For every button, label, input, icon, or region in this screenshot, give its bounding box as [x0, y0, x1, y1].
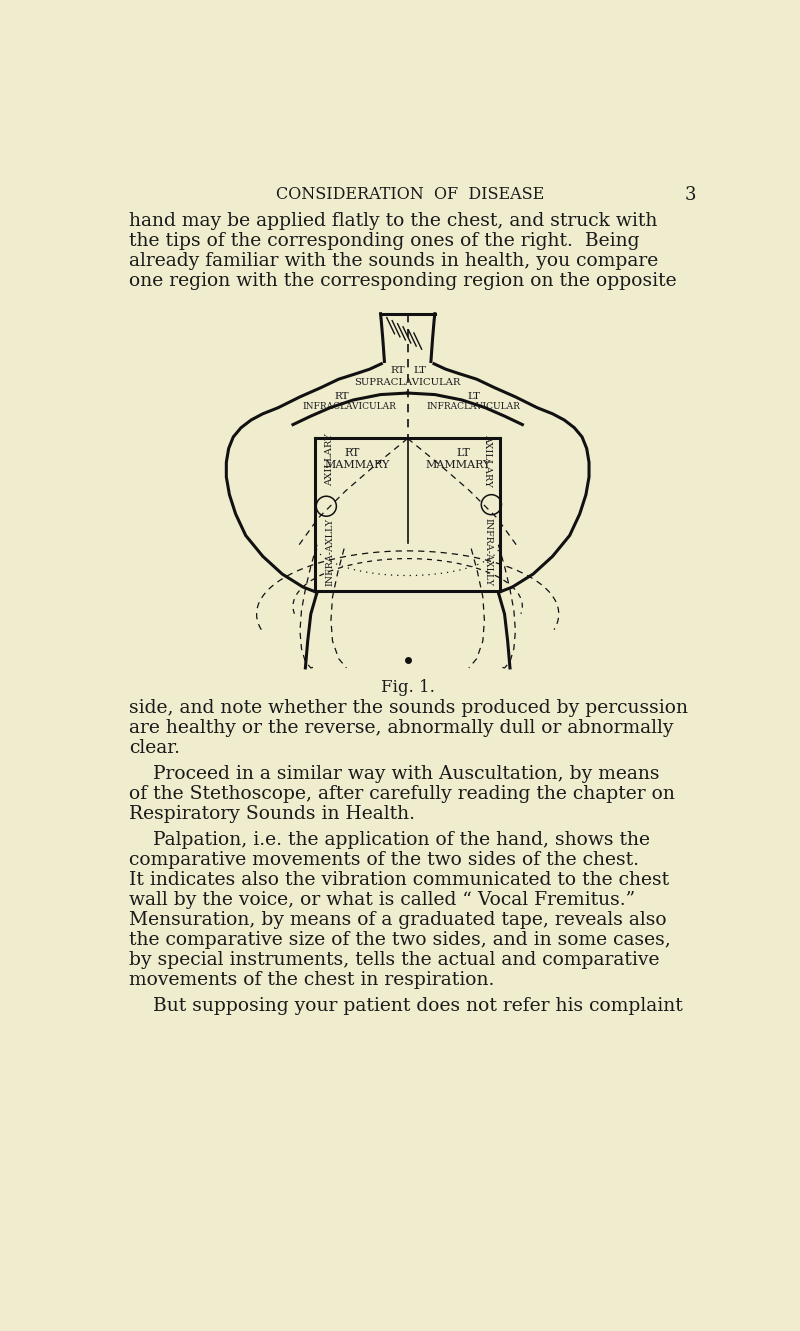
Text: clear.: clear. — [130, 739, 181, 757]
Text: by special instruments, tells the actual and comparative: by special instruments, tells the actual… — [130, 952, 660, 969]
Text: But supposing your patient does not refer his complaint: But supposing your patient does not refe… — [130, 997, 683, 1016]
Text: hand may be applied flatly to the chest, and struck with: hand may be applied flatly to the chest,… — [130, 212, 658, 230]
Text: AXILLARY: AXILLARY — [326, 434, 334, 486]
Text: the tips of the corresponding ones of the right.  Being: the tips of the corresponding ones of th… — [130, 232, 640, 250]
Text: It indicates also the vibration communicated to the chest: It indicates also the vibration communic… — [130, 872, 670, 889]
Text: CONSIDERATION  OF  DISEASE: CONSIDERATION OF DISEASE — [276, 186, 544, 202]
Text: one region with the corresponding region on the opposite: one region with the corresponding region… — [130, 272, 677, 290]
Text: SUPRACLAVICULAR: SUPRACLAVICULAR — [354, 378, 461, 386]
Text: INFRACLAVICULAR: INFRACLAVICULAR — [302, 402, 397, 411]
Text: LT: LT — [467, 393, 480, 401]
Text: LT: LT — [414, 366, 427, 375]
Text: Mensuration, by means of a graduated tape, reveals also: Mensuration, by means of a graduated tap… — [130, 912, 667, 929]
Text: INFRACLAVICULAR: INFRACLAVICULAR — [426, 402, 521, 411]
Text: Fig. 1.: Fig. 1. — [381, 679, 434, 696]
Text: comparative movements of the two sides of the chest.: comparative movements of the two sides o… — [130, 852, 639, 869]
Text: Palpation, i.e. the application of the hand, shows the: Palpation, i.e. the application of the h… — [130, 831, 650, 849]
Text: Respiratory Sounds in Health.: Respiratory Sounds in Health. — [130, 805, 415, 823]
Text: RT: RT — [334, 393, 349, 401]
Text: RT: RT — [390, 366, 406, 375]
Text: Proceed in a similar way with Auscultation, by means: Proceed in a similar way with Auscultati… — [130, 765, 660, 783]
Text: wall by the voice, or what is called “ Vocal Fremitus.”: wall by the voice, or what is called “ V… — [130, 892, 635, 909]
Text: LT: LT — [457, 449, 470, 458]
Text: MAMMARY: MAMMARY — [426, 461, 490, 470]
Text: side, and note whether the sounds produced by percussion: side, and note whether the sounds produc… — [130, 699, 689, 716]
Text: of the Stethoscope, after carefully reading the chapter on: of the Stethoscope, after carefully read… — [130, 785, 675, 803]
Text: the comparative size of the two sides, and in some cases,: the comparative size of the two sides, a… — [130, 932, 671, 949]
Text: INFRA-AXLLY: INFRA-AXLLY — [326, 518, 334, 587]
Text: movements of the chest in respiration.: movements of the chest in respiration. — [130, 972, 495, 989]
Text: INFRA-AXLLY: INFRA-AXLLY — [483, 518, 492, 587]
Text: RT: RT — [344, 449, 359, 458]
Text: MAMMARY: MAMMARY — [325, 461, 390, 470]
Text: already familiar with the sounds in health, you compare: already familiar with the sounds in heal… — [130, 252, 658, 270]
Text: AXILLARY: AXILLARY — [483, 434, 492, 486]
Text: are healthy or the reverse, abnormally dull or abnormally: are healthy or the reverse, abnormally d… — [130, 719, 674, 737]
Text: 3: 3 — [685, 186, 697, 204]
